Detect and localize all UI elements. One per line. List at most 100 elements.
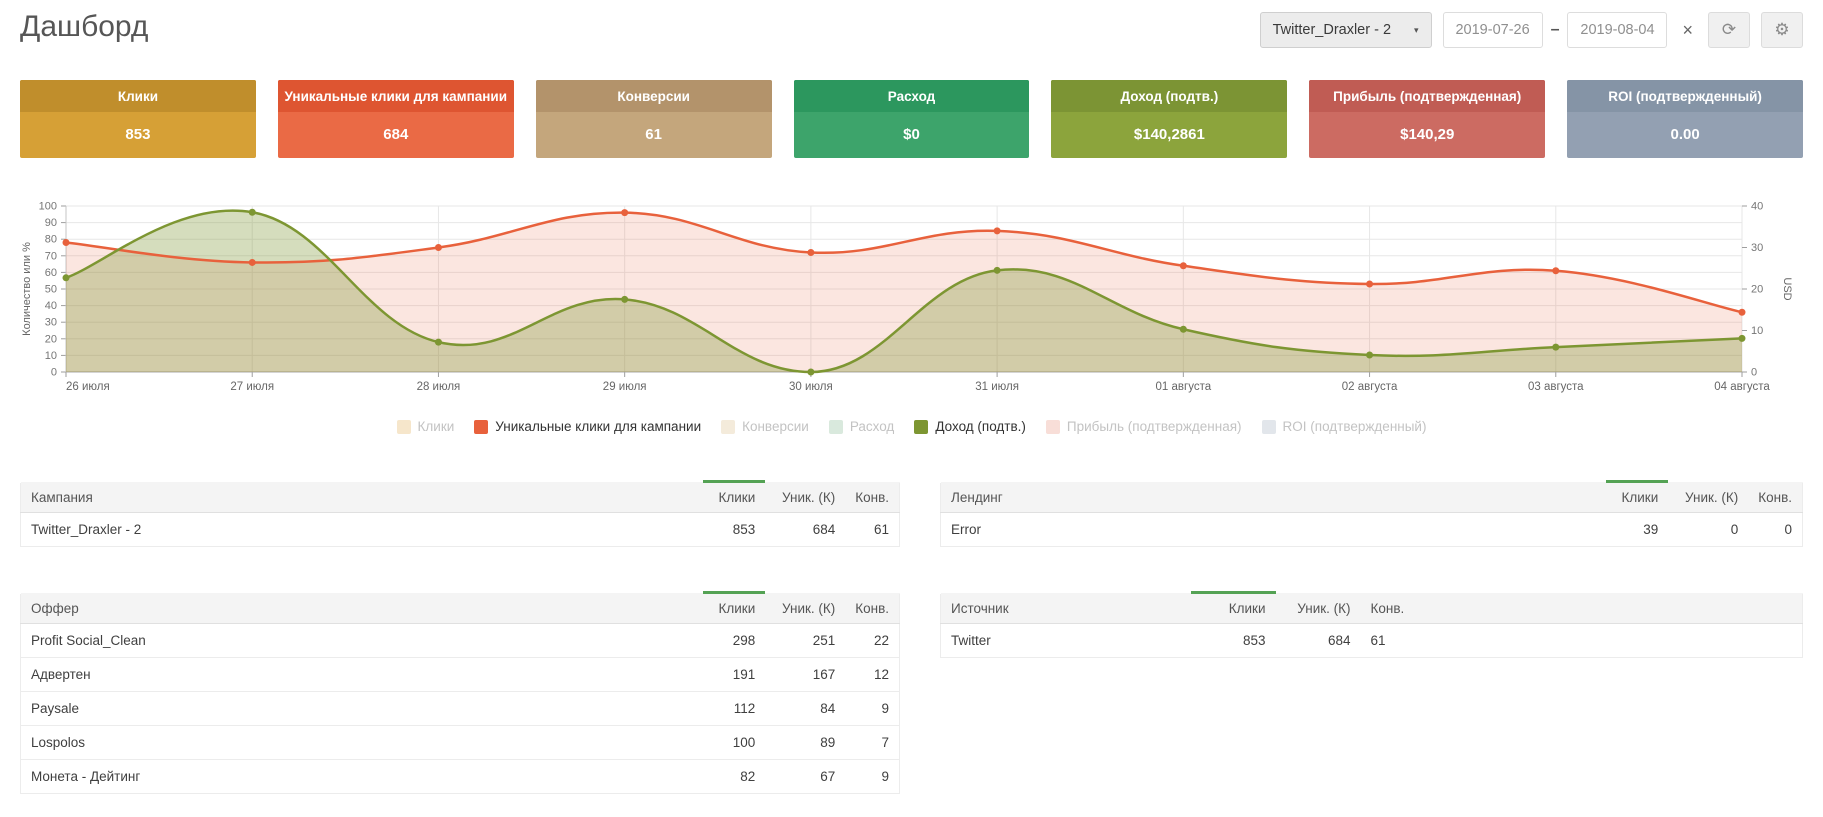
chevron-down-icon: ▾: [1414, 24, 1419, 35]
column-header-uniques[interactable]: Уник. (К): [1275, 592, 1361, 624]
svg-text:27 июля: 27 июля: [230, 381, 274, 393]
column-header-offer[interactable]: Оффер: [20, 592, 704, 624]
legend-item-clicks[interactable]: Клики: [396, 419, 455, 434]
table-header-row: Источник Клики Уник. (К) Конв.: [940, 591, 1803, 624]
kpi-card-clicks: Клики 853: [20, 80, 256, 158]
offer-table: Оффер Клики Уник. (К) Конв. Profit Socia…: [20, 591, 900, 794]
table-row: Error 39 0 0: [940, 512, 1803, 547]
svg-text:03 августа: 03 августа: [1528, 381, 1584, 393]
table-row: Lospolos 100 89 7: [20, 725, 900, 760]
table-row: Twitter_Draxler - 2 853 684 61: [20, 512, 900, 547]
svg-text:Количество или %: Количество или %: [21, 242, 33, 336]
settings-button[interactable]: ⚙: [1761, 12, 1803, 48]
column-header-source[interactable]: Источник: [940, 592, 1191, 624]
svg-text:90: 90: [45, 217, 57, 229]
column-header-uniques[interactable]: Уник. (К): [1668, 481, 1749, 513]
kpi-card-unique-clicks: Уникальные клики для кампании 684: [277, 80, 514, 158]
legend-swatch: [396, 419, 411, 434]
column-header-landing[interactable]: Лендинг: [940, 481, 1607, 513]
legend-swatch: [1045, 419, 1060, 434]
clear-dates-icon[interactable]: ×: [1682, 19, 1693, 40]
clicks-value: 853: [703, 512, 766, 547]
column-header-clicks[interactable]: Клики: [703, 480, 766, 513]
campaign-select-value: Twitter_Draxler - 2: [1272, 22, 1392, 38]
svg-text:28 июля: 28 июля: [417, 381, 461, 393]
svg-text:80: 80: [45, 234, 57, 246]
table-header-row: Лендинг Клики Уник. (К) Конв.: [940, 480, 1803, 513]
svg-text:40: 40: [45, 300, 57, 312]
column-header-clicks[interactable]: Клики: [1606, 480, 1669, 513]
offer-name: Profit Social_Clean: [20, 623, 704, 658]
chart-legend: Клики Уникальные клики для кампании Конв…: [20, 419, 1803, 434]
legend-label: Расход: [849, 419, 895, 434]
legend-swatch: [721, 419, 736, 434]
svg-text:10: 10: [45, 350, 57, 362]
kpi-card-label: Уникальные клики для кампании: [277, 80, 514, 112]
legend-swatch: [828, 419, 843, 434]
refresh-button[interactable]: ⟳: [1708, 12, 1750, 48]
svg-text:50: 50: [45, 284, 57, 296]
date-from-input[interactable]: 2019-07-26: [1442, 12, 1543, 48]
svg-text:30 июля: 30 июля: [789, 381, 833, 393]
legend-label: Клики: [417, 419, 455, 434]
kpi-card-value: $140,29: [1400, 126, 1455, 143]
column-header-clicks[interactable]: Клики: [703, 591, 766, 624]
kpi-card-label: ROI (подтвержденный): [1567, 80, 1804, 112]
clicks-value: 298: [703, 623, 766, 658]
column-header-uniques[interactable]: Уник. (К): [765, 481, 846, 513]
legend-item-profit[interactable]: Прибыль (подтвержденная): [1045, 419, 1242, 434]
campaign-select[interactable]: Twitter_Draxler - 2 ▾: [1259, 12, 1432, 48]
svg-text:29 июля: 29 июля: [603, 381, 647, 393]
svg-text:USD: USD: [1781, 277, 1793, 300]
kpi-card-value: $0: [903, 126, 920, 143]
kpi-card-profit: Прибыль (подтвержденная) $140,29: [1309, 80, 1546, 158]
offer-name: Адвертен: [20, 657, 704, 692]
svg-text:10: 10: [1751, 325, 1763, 337]
svg-text:0: 0: [51, 367, 57, 379]
summary-tables: Кампания Клики Уник. (К) Конв. Twitter_D…: [20, 480, 1803, 794]
column-header-conversions[interactable]: Конв.: [845, 592, 900, 624]
svg-text:01 августа: 01 августа: [1156, 381, 1212, 393]
column-header-conversions[interactable]: Конв.: [845, 481, 900, 513]
dashboard-page: Дашборд Twitter_Draxler - 2 ▾ 2019-07-26…: [20, 10, 1804, 794]
clicks-value: 39: [1606, 512, 1669, 547]
legend-item-unique-clicks[interactable]: Уникальные клики для кампании: [474, 419, 701, 434]
page-title: Дашборд: [20, 10, 149, 43]
column-header-campaign[interactable]: Кампания: [20, 481, 704, 513]
svg-text:04 августа: 04 августа: [1714, 381, 1770, 393]
legend-item-revenue[interactable]: Доход (подтв.): [914, 419, 1026, 434]
column-header-conversions[interactable]: Конв.: [1360, 592, 1803, 624]
gear-icon: ⚙: [1774, 20, 1790, 39]
source-name: Twitter: [940, 623, 1191, 658]
clicks-value: 82: [703, 759, 766, 794]
kpi-card-revenue: Доход (подтв.) $140,2861: [1051, 80, 1288, 158]
column-header-conversions[interactable]: Конв.: [1748, 481, 1803, 513]
source-table-cell: Источник Клики Уник. (К) Конв. Twitter 8…: [940, 591, 1803, 794]
kpi-card-roi: ROI (подтвержденный) 0.00: [1567, 80, 1804, 158]
uniques-value: 84: [765, 691, 846, 726]
legend-swatch: [1261, 419, 1276, 434]
svg-text:100: 100: [39, 201, 57, 213]
uniques-value: 89: [765, 725, 846, 760]
clicks-value: 191: [703, 657, 766, 692]
date-to-input[interactable]: 2019-08-04: [1567, 12, 1668, 48]
legend-item-cost[interactable]: Расход: [828, 419, 895, 434]
kpi-card-value: 0.00: [1670, 126, 1700, 143]
uniques-value: 684: [1275, 623, 1361, 658]
conversions-value: 9: [845, 691, 900, 726]
svg-text:20: 20: [45, 333, 57, 345]
legend-item-conversions[interactable]: Конверсии: [721, 419, 809, 434]
source-table: Источник Клики Уник. (К) Конв. Twitter 8…: [940, 591, 1803, 658]
legend-item-roi[interactable]: ROI (подтвержденный): [1261, 419, 1426, 434]
clicks-value: 100: [703, 725, 766, 760]
svg-text:30: 30: [45, 317, 57, 329]
kpi-card-label: Клики: [20, 80, 256, 112]
column-header-uniques[interactable]: Уник. (К): [765, 592, 846, 624]
table-header-row: Оффер Клики Уник. (К) Конв.: [20, 591, 900, 624]
svg-text:40: 40: [1751, 201, 1763, 213]
svg-text:0: 0: [1751, 367, 1757, 379]
legend-swatch: [914, 419, 929, 434]
conversions-value: 7: [845, 725, 900, 760]
kpi-card-conversions: Конверсии 61: [535, 80, 772, 158]
column-header-clicks[interactable]: Клики: [1190, 591, 1276, 624]
